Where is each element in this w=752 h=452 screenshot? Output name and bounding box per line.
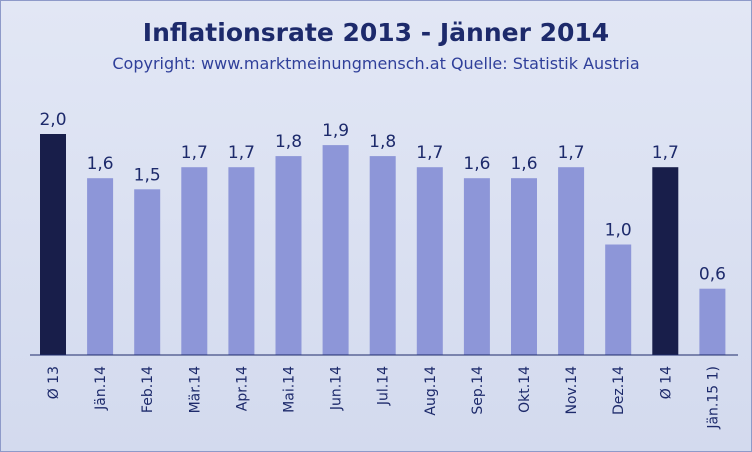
- bar-3: [181, 167, 208, 355]
- bar-9: [463, 178, 490, 355]
- bar-6: [322, 145, 349, 355]
- value-label-12: 1,0: [605, 221, 632, 241]
- category-label-11: Nov.14: [564, 366, 580, 415]
- category-label-12: Dez.14: [611, 366, 627, 415]
- bar-0: [40, 134, 66, 355]
- category-label-10: Okt.14: [517, 366, 533, 413]
- category-label-0: Ø 13: [46, 366, 62, 399]
- bar-7: [369, 156, 396, 355]
- category-label-6: Jun.14: [329, 366, 345, 411]
- value-label-8: 1,7: [416, 143, 443, 163]
- value-labels-group: 2,0 1,6 1,5 1,7 1,7 1,8 1,9 1,8 1,7 1,6 1,6 1,7 1,0 1…: [39, 110, 725, 285]
- chart-title: Inflationsrate 2013 - Jänner 2014: [142, 18, 610, 47]
- value-label-7: 1,8: [369, 132, 396, 152]
- category-label-2: Feb.14: [140, 366, 156, 413]
- value-label-11: 1,7: [558, 143, 585, 163]
- value-label-10: 1,6: [510, 154, 537, 174]
- value-label-1: 1,6: [87, 154, 114, 174]
- category-label-14: Jän.15 1): [705, 366, 721, 430]
- value-label-4: 1,7: [228, 143, 255, 163]
- category-labels-group: Ø 13 Jän.14 Feb.14 Mär.14 Apr.14 Mai.14 Jun.14…: [46, 366, 721, 430]
- category-label-4: Apr.14: [234, 366, 250, 411]
- bar-13: [652, 167, 679, 355]
- bars-group: [40, 134, 726, 356]
- category-label-8: Aug.14: [423, 366, 439, 416]
- bar-5: [275, 156, 302, 355]
- bar-8: [416, 167, 443, 355]
- bar-4: [228, 167, 255, 355]
- bar-1: [87, 178, 114, 355]
- bar-2: [134, 189, 161, 356]
- category-label-1: Jän.14: [93, 366, 109, 411]
- category-label-7: Jul.14: [376, 366, 392, 406]
- value-label-13: 1,7: [652, 143, 679, 163]
- value-label-0: 2,0: [39, 110, 66, 130]
- bar-11: [558, 167, 585, 355]
- value-label-2: 1,5: [134, 165, 161, 185]
- category-label-3: Mär.14: [187, 366, 203, 413]
- value-label-14: 0,6: [699, 265, 726, 285]
- bar-12: [605, 244, 632, 355]
- category-label-5: Mai.14: [282, 366, 298, 413]
- bar-10: [511, 178, 537, 355]
- value-label-9: 1,6: [463, 154, 490, 174]
- category-label-9: Sep.14: [470, 366, 486, 415]
- value-label-3: 1,7: [181, 143, 208, 163]
- category-label-13: Ø 14: [658, 366, 674, 399]
- value-label-6: 1,9: [322, 121, 349, 141]
- bar-14: [699, 288, 726, 355]
- value-label-5: 1,8: [275, 132, 302, 152]
- chart-subtitle: Copyright: www.marktmeinungmensch.at Que…: [112, 54, 640, 73]
